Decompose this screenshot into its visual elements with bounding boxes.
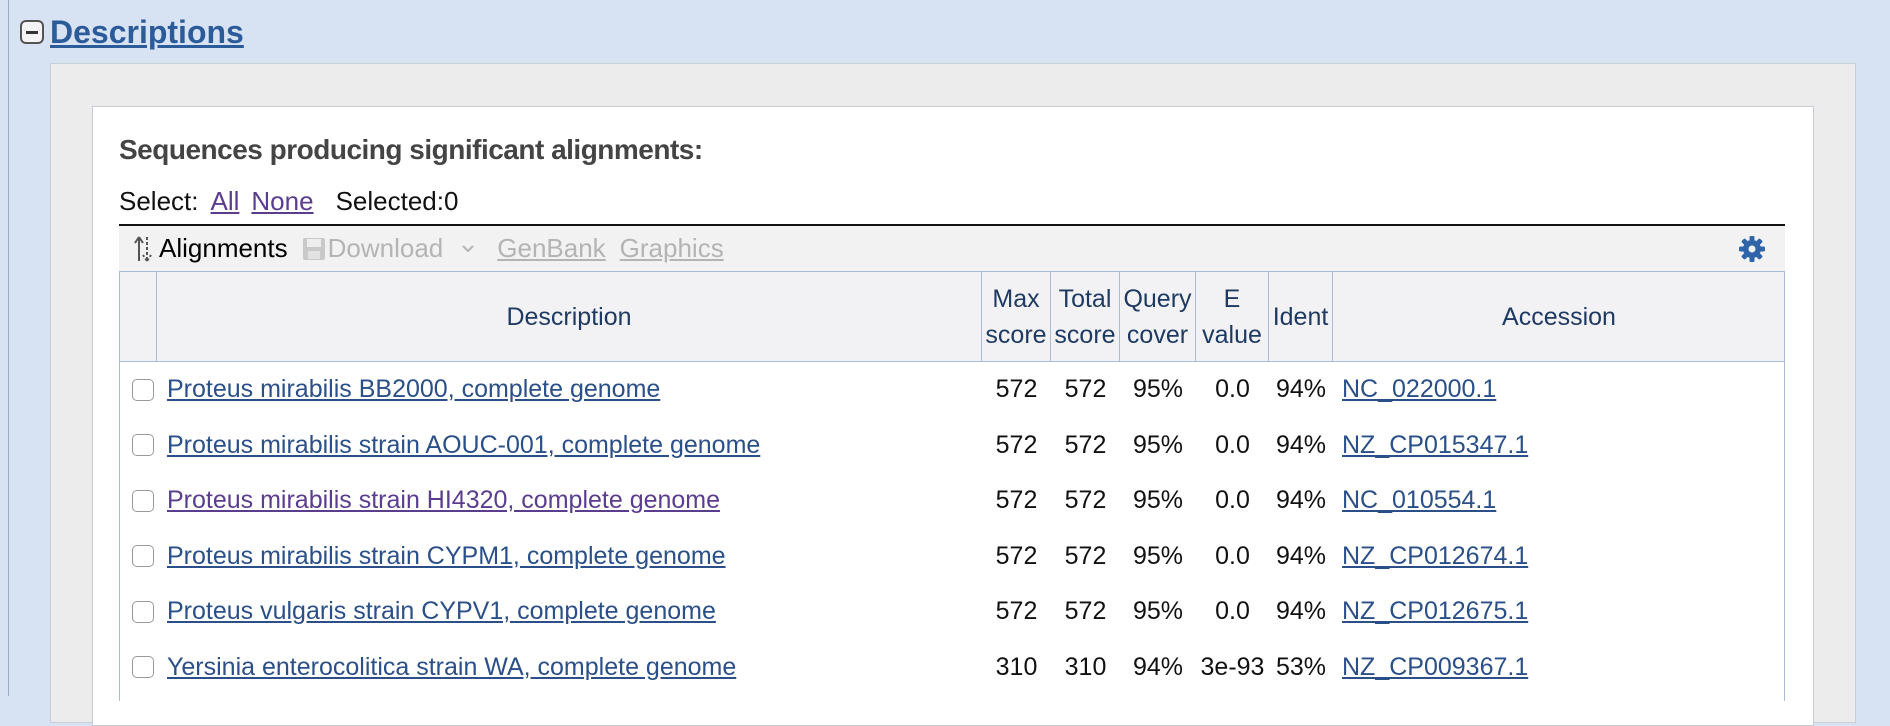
ident-cell: 94% — [1275, 486, 1327, 514]
row-checkbox[interactable] — [132, 378, 154, 401]
total-score-cell: 572 — [1064, 375, 1107, 403]
row-checkbox[interactable] — [132, 545, 154, 567]
query-cover-cell: 95% — [1132, 541, 1184, 570]
collapse-minus-icon[interactable] — [20, 20, 44, 44]
row-checkbox[interactable] — [132, 656, 154, 678]
total-score-cell: 572 — [1064, 541, 1107, 570]
description-link[interactable]: Proteus mirabilis strain CYPM1, complete… — [167, 541, 726, 570]
chevron-down-icon — [462, 244, 474, 252]
column-header-description[interactable]: Description — [157, 272, 982, 361]
accession-link[interactable]: NC_022000.1 — [1342, 375, 1497, 403]
select-column-header — [120, 272, 157, 361]
sort-arrows-icon — [134, 235, 152, 262]
ident-cell: 94% — [1275, 375, 1327, 403]
query-cover-cell: 95% — [1132, 375, 1184, 403]
query-cover-cell: 95% — [1132, 486, 1184, 514]
row-checkbox[interactable] — [132, 434, 154, 456]
download-label: Download — [327, 233, 444, 263]
max-score-cell: 572 — [995, 430, 1038, 459]
ident-cell: 94% — [1275, 541, 1327, 570]
column-header-max-score[interactable]: Max score — [982, 272, 1051, 361]
e-value-cell: 0.0 — [1215, 486, 1250, 514]
description-link[interactable]: Proteus vulgaris strain CYPV1, complete … — [167, 597, 716, 625]
max-score-cell: 572 — [995, 375, 1038, 403]
total-score-cell: 310 — [1064, 652, 1107, 681]
total-score-cell: 572 — [1064, 486, 1107, 514]
description-link[interactable]: Proteus mirabilis strain HI4320, complet… — [167, 486, 721, 514]
description-link[interactable]: Proteus mirabilis strain AOUC-001, compl… — [167, 430, 761, 459]
e-value-cell: 0.0 — [1215, 375, 1250, 403]
accession-link[interactable]: NZ_CP009367.1 — [1342, 652, 1529, 681]
total-score-cell: 572 — [1064, 430, 1107, 459]
section-header: Descriptions — [20, 12, 244, 52]
selected-count: Selected:0 — [335, 186, 459, 216]
accession-link[interactable]: NZ_CP012674.1 — [1342, 541, 1529, 570]
e-value-cell: 0.0 — [1215, 597, 1250, 625]
results-heading: Sequences producing significant alignmen… — [119, 134, 703, 165]
column-header-query-cover[interactable]: Query cover — [1120, 272, 1196, 361]
section-title-link[interactable]: Descriptions — [50, 13, 244, 50]
column-header-total-score[interactable]: Total score — [1051, 272, 1120, 361]
accession-link[interactable]: NZ_CP012675.1 — [1342, 597, 1529, 625]
select-controls: Select: All None Selected:0 — [119, 186, 458, 217]
column-header-accession[interactable]: Accession — [1502, 302, 1616, 331]
results-table: Description Max score Total score Query cov… — [119, 271, 1785, 701]
e-value-cell: 0.0 — [1215, 430, 1250, 459]
accession-link[interactable]: NZ_CP015347.1 — [1342, 430, 1529, 459]
description-link[interactable]: Yersinia enterocolitica strain WA, compl… — [167, 652, 737, 681]
query-cover-cell: 95% — [1132, 430, 1184, 459]
table-row: Proteus mirabilis strain CYPM1, complete… — [120, 529, 1784, 584]
max-score-cell: 572 — [995, 541, 1038, 570]
table-row: Proteus vulgaris strain CYPV1, complete … — [120, 584, 1784, 639]
query-cover-cell: 95% — [1132, 597, 1184, 625]
results-toolbar: Alignments Download GenBank Graphics — [119, 224, 1785, 271]
max-score-cell: 572 — [995, 486, 1038, 514]
table-header: Description Max score Total score Query cov… — [120, 272, 1784, 362]
page-left-border — [8, 0, 9, 696]
description-link[interactable]: Proteus mirabilis BB2000, complete genom… — [167, 375, 661, 403]
gear-icon[interactable] — [1737, 234, 1767, 264]
e-value-cell: 0.0 — [1215, 541, 1250, 570]
alignments-button[interactable]: Alignments — [133, 233, 288, 264]
e-value-cell: 3e-93 — [1200, 652, 1265, 681]
graphics-link[interactable]: Graphics — [619, 233, 724, 263]
table-row: Proteus mirabilis BB2000, complete genom… — [120, 362, 1784, 417]
total-score-cell: 572 — [1064, 597, 1107, 625]
table-row: Yersinia enterocolitica strain WA, compl… — [120, 640, 1784, 695]
ident-cell: 53% — [1275, 652, 1327, 681]
table-row: Proteus mirabilis strain HI4320, complet… — [120, 473, 1784, 528]
max-score-cell: 310 — [995, 652, 1038, 681]
row-checkbox[interactable] — [132, 600, 154, 623]
query-cover-cell: 94% — [1132, 652, 1184, 681]
row-checkbox[interactable] — [132, 489, 154, 512]
ident-cell: 94% — [1275, 430, 1327, 459]
download-button[interactable]: Download — [302, 233, 476, 264]
genbank-link[interactable]: GenBank — [497, 233, 606, 263]
max-score-cell: 572 — [995, 597, 1038, 625]
column-header-ident[interactable]: Ident — [1269, 272, 1333, 361]
table-row: Proteus mirabilis strain AOUC-001, compl… — [120, 418, 1784, 473]
accession-link[interactable]: NC_010554.1 — [1342, 486, 1497, 514]
select-label: Select: — [119, 186, 199, 216]
select-all-link[interactable]: All — [210, 186, 240, 216]
alignments-label: Alignments — [159, 233, 288, 263]
select-none-link[interactable]: None — [251, 186, 314, 216]
ident-cell: 94% — [1275, 597, 1327, 625]
save-disk-icon — [302, 237, 325, 260]
